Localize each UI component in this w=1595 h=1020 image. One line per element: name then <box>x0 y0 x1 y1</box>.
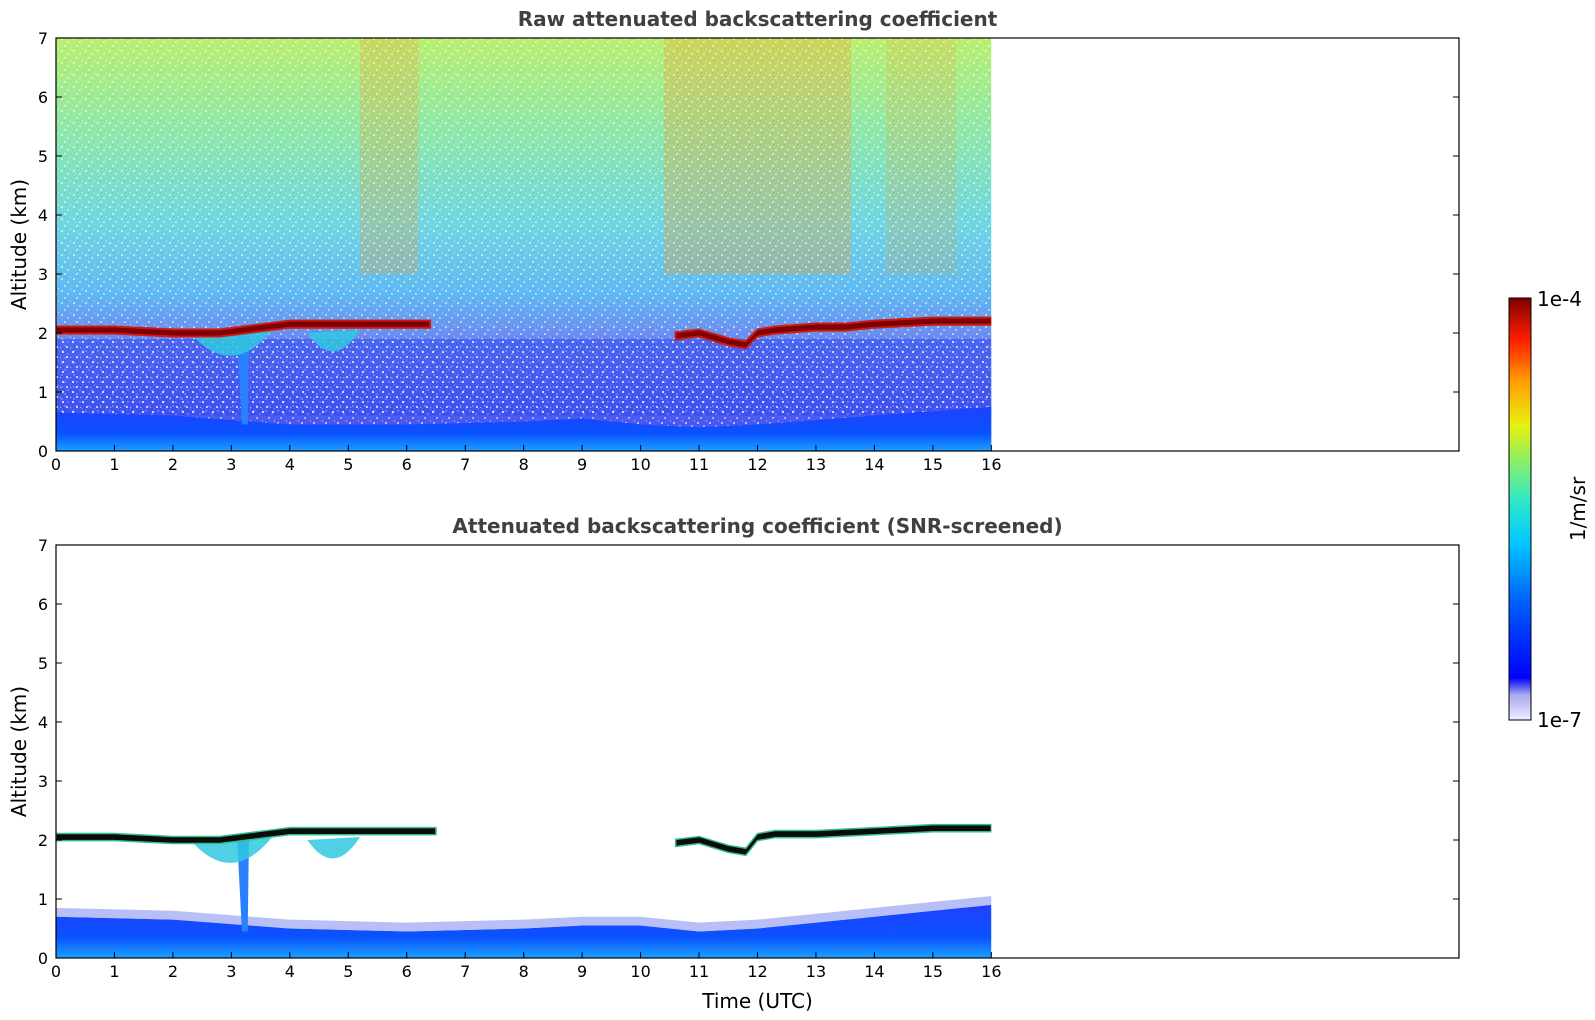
x-tick-label: 14 <box>864 962 884 981</box>
colorbar: 1e-4 1e-7 1/m/sr <box>1508 287 1590 732</box>
x-tick-label: 11 <box>689 455 709 474</box>
virga <box>307 837 360 859</box>
x-tick-label: 12 <box>747 455 767 474</box>
colorbar-gradient <box>1508 297 1532 721</box>
x-tick-label: 7 <box>460 455 470 474</box>
x-tick-label: 0 <box>51 455 61 474</box>
x-tick-label: 12 <box>747 962 767 981</box>
x-tick-label: 6 <box>402 962 412 981</box>
x-tick-label: 3 <box>226 455 236 474</box>
fall-streak <box>237 840 249 932</box>
x-tick-label: 11 <box>689 962 709 981</box>
x-tick-label: 8 <box>519 962 529 981</box>
x-tick-label: 16 <box>981 455 1001 474</box>
heatmap-area <box>56 823 992 958</box>
x-tick-label: 14 <box>864 455 884 474</box>
boundary-layer <box>56 904 992 958</box>
axes-frame <box>55 544 1460 959</box>
y-tick-label: 7 <box>38 536 48 555</box>
y-tick-label: 2 <box>38 324 48 343</box>
y-axis-label: Altitude (km) <box>7 686 31 817</box>
y-tick-label: 5 <box>38 147 48 166</box>
panel-title: Raw attenuated backscattering coefficien… <box>518 7 998 31</box>
y-tick-label: 4 <box>38 713 48 732</box>
cloud-layer <box>56 319 432 338</box>
y-tick-label: 3 <box>38 265 48 284</box>
fall-streak <box>237 333 249 425</box>
x-tick-label: 7 <box>460 962 470 981</box>
y-tick-label: 0 <box>38 949 48 968</box>
colorbar-max-label: 1e-4 <box>1537 287 1582 311</box>
x-tick-label: 8 <box>519 455 529 474</box>
lower-noise-speckle <box>56 338 992 416</box>
x-tick-label: 10 <box>630 455 650 474</box>
y-tick-label: 2 <box>38 831 48 850</box>
y-tick-label: 1 <box>38 383 48 402</box>
x-tick-label: 1 <box>109 455 119 474</box>
y-tick-label: 3 <box>38 772 48 791</box>
y-axis-label: Altitude (km) <box>7 179 31 310</box>
x-tick-label: 2 <box>168 455 178 474</box>
x-axis-label: Time (UTC) <box>701 989 813 1013</box>
x-tick-label: 4 <box>285 962 295 981</box>
x-tick-label: 3 <box>226 962 236 981</box>
x-tick-label: 9 <box>577 455 587 474</box>
virga <box>307 330 360 352</box>
y-tick-label: 6 <box>38 595 48 614</box>
cloud-layer-2 <box>674 316 992 350</box>
cloud-layer-2 <box>674 823 992 857</box>
y-tick-label: 7 <box>38 29 48 48</box>
screened-backscatter-panel: 0 1 2 3 4 5 6 7 8 9 10 11 12 13 14 15 1601234567Attenuat… <box>7 514 1460 1013</box>
x-tick-label: 9 <box>577 962 587 981</box>
cloud-layer <box>56 826 437 845</box>
boundary-layer-fringe <box>56 896 992 932</box>
x-tick-label: 2 <box>168 962 178 981</box>
x-tick-label: 13 <box>806 962 826 981</box>
colorbar-min-label: 1e-7 <box>1537 708 1582 732</box>
x-tick-label: 15 <box>923 455 943 474</box>
x-tick-label: 5 <box>343 962 353 981</box>
y-tick-label: 0 <box>38 442 48 461</box>
x-tick-label: 4 <box>285 455 295 474</box>
x-tick-label: 10 <box>630 962 650 981</box>
y-tick-label: 4 <box>38 206 48 225</box>
y-tick-label: 5 <box>38 654 48 673</box>
panel-title: Attenuated backscattering coefficient (S… <box>452 514 1062 538</box>
y-tick-label: 6 <box>38 88 48 107</box>
colorbar-unit-label: 1/m/sr <box>1566 476 1590 541</box>
x-tick-label: 6 <box>402 455 412 474</box>
x-tick-label: 5 <box>343 455 353 474</box>
x-tick-label: 0 <box>51 962 61 981</box>
x-tick-label: 1 <box>109 962 119 981</box>
x-tick-label: 16 <box>981 962 1001 981</box>
y-tick-label: 1 <box>38 890 48 909</box>
boundary-layer <box>56 406 992 451</box>
x-tick-label: 13 <box>806 455 826 474</box>
heatmap-area <box>56 38 992 451</box>
x-tick-label: 15 <box>923 962 943 981</box>
